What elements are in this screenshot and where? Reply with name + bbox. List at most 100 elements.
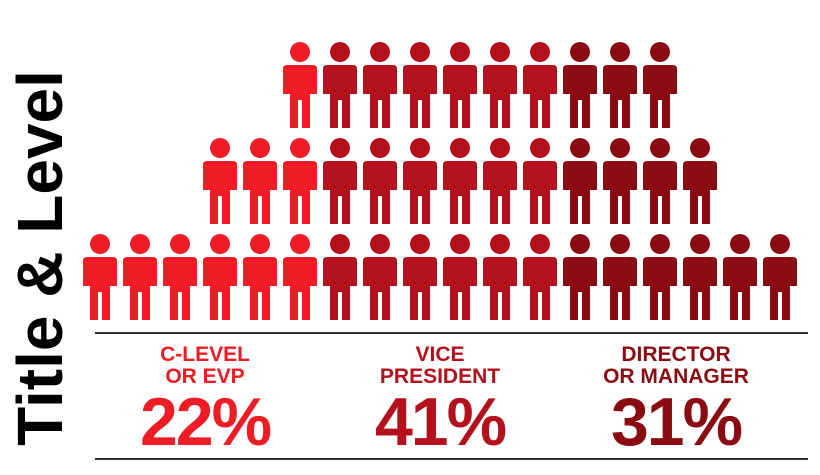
person-body (563, 257, 597, 320)
person-head (490, 138, 510, 158)
person-icon (123, 234, 157, 320)
person-body (163, 257, 197, 320)
person-icon (523, 138, 557, 224)
person-head (290, 138, 310, 158)
person-body (563, 65, 597, 128)
person-head (530, 234, 550, 254)
category-label: C-LEVEL OR EVP (160, 343, 250, 388)
percent-label: 22% (140, 384, 271, 460)
person-head (650, 42, 670, 62)
person-head (530, 138, 550, 158)
person-head (570, 42, 590, 62)
person-icon (563, 234, 597, 320)
person-head (450, 138, 470, 158)
person-body (323, 257, 357, 320)
person-head (370, 234, 390, 254)
person-body (483, 65, 517, 128)
person-icon (723, 234, 757, 320)
category-label-line: VICE (415, 343, 464, 366)
person-body (83, 257, 117, 320)
person-head (330, 138, 350, 158)
person-head (410, 42, 430, 62)
person-head (650, 234, 670, 254)
person-body (723, 257, 757, 320)
person-icon (403, 42, 437, 128)
person-body (323, 161, 357, 224)
category-label: VICE PRESIDENT (380, 343, 500, 388)
person-head (290, 42, 310, 62)
person-icon (603, 42, 637, 128)
person-icon (683, 138, 717, 224)
person-icon (643, 138, 677, 224)
person-head (490, 234, 510, 254)
person-head (690, 234, 710, 254)
person-body (363, 161, 397, 224)
person-head (410, 234, 430, 254)
person-body (683, 161, 717, 224)
person-head (250, 138, 270, 158)
person-head (330, 42, 350, 62)
person-icon (563, 42, 597, 128)
person-body (283, 65, 317, 128)
person-body (203, 257, 237, 320)
person-icon (523, 42, 557, 128)
person-head (210, 234, 230, 254)
person-body (483, 161, 517, 224)
person-head (450, 234, 470, 254)
person-body (763, 257, 797, 320)
person-icon (523, 234, 557, 320)
person-icon (83, 234, 117, 320)
person-icon (323, 138, 357, 224)
person-icon (483, 42, 517, 128)
person-icon (443, 234, 477, 320)
person-icon (643, 42, 677, 128)
person-icon (203, 138, 237, 224)
category-label-line: OR EVP (165, 365, 244, 388)
person-body (403, 257, 437, 320)
person-icon (283, 234, 317, 320)
person-body (523, 257, 557, 320)
person-body (443, 161, 477, 224)
person-head (730, 234, 750, 254)
person-icon (163, 234, 197, 320)
person-icon (243, 234, 277, 320)
person-body (643, 65, 677, 128)
person-body (203, 161, 237, 224)
person-icon (323, 234, 357, 320)
person-head (250, 234, 270, 254)
person-head (170, 234, 190, 254)
person-icon (763, 234, 797, 320)
person-body (323, 65, 357, 128)
person-icon (403, 234, 437, 320)
person-head (690, 138, 710, 158)
person-head (770, 234, 790, 254)
category-label-line: PRESIDENT (380, 365, 500, 388)
person-icon (363, 138, 397, 224)
person-body (643, 257, 677, 320)
category-label-line: OR MANAGER (603, 365, 749, 388)
person-icon (283, 42, 317, 128)
person-body (603, 65, 637, 128)
person-icon (243, 138, 277, 224)
person-body (443, 257, 477, 320)
person-body (523, 65, 557, 128)
person-icon (323, 42, 357, 128)
person-head (370, 138, 390, 158)
percent-label: 41% (375, 384, 506, 460)
person-head (610, 42, 630, 62)
person-head (570, 138, 590, 158)
person-body (523, 161, 557, 224)
percent-label: 31% (611, 384, 742, 460)
person-body (603, 161, 637, 224)
person-body (283, 161, 317, 224)
person-body (403, 65, 437, 128)
person-icon (443, 138, 477, 224)
person-icon (603, 138, 637, 224)
person-head (90, 234, 110, 254)
person-body (363, 65, 397, 128)
person-icon (683, 234, 717, 320)
person-body (443, 65, 477, 128)
person-body (123, 257, 157, 320)
person-head (530, 42, 550, 62)
